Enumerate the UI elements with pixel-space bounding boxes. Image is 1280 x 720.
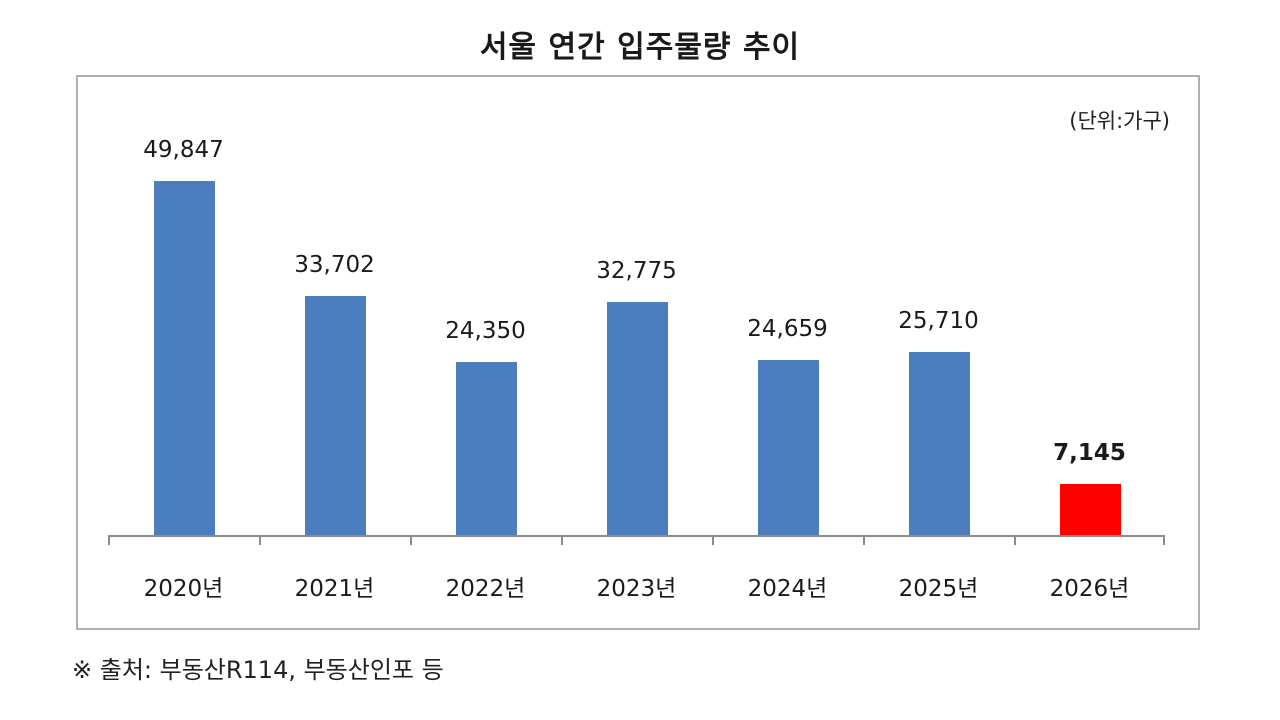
plot-area: 49,847 2020년 33,702 2021년 24,350 2022년 32,775 2… — [78, 77, 1198, 628]
data-label: 24,659 — [747, 316, 828, 342]
bar-2022 — [455, 362, 517, 535]
x-axis-tick — [108, 535, 110, 545]
x-tick-label: 2021년 — [294, 576, 375, 602]
x-tick-label: 2023년 — [596, 576, 677, 602]
x-axis-tick — [1014, 535, 1016, 545]
bar-2026 — [1059, 484, 1121, 535]
data-label: 49,847 — [143, 137, 224, 163]
bar-2025 — [908, 352, 970, 535]
x-tick-label: 2025년 — [898, 576, 979, 602]
chart-frame: (단위:가구) 49,847 2020년 33,702 2021년 24,350 2022… — [76, 75, 1200, 630]
data-label: 33,702 — [294, 252, 375, 278]
x-tick-label: 2022년 — [445, 576, 526, 602]
x-tick-label: 2024년 — [747, 576, 828, 602]
chart-title: 서울 연간 입주물량 추이 — [479, 30, 801, 65]
x-axis-tick — [863, 535, 865, 545]
source-note: ※ 출처: 부동산R114, 부동산인포 등 — [72, 656, 444, 684]
data-label: 25,710 — [898, 308, 979, 334]
bar-2024 — [757, 360, 819, 535]
x-axis-tick — [259, 535, 261, 545]
bar-2023 — [606, 302, 668, 535]
unit-label: (단위:가구) — [1069, 109, 1170, 133]
data-label: 24,350 — [445, 318, 526, 344]
x-axis-line — [108, 535, 1165, 537]
data-label: 7,145 — [1053, 440, 1126, 466]
x-axis-tick — [410, 535, 412, 545]
bar-2021 — [304, 296, 366, 535]
bar-2020 — [153, 181, 215, 535]
x-axis-tick — [561, 535, 563, 545]
x-tick-label: 2026년 — [1049, 576, 1130, 602]
x-tick-label: 2020년 — [143, 576, 224, 602]
x-axis-tick — [712, 535, 714, 545]
data-label: 32,775 — [596, 258, 677, 284]
x-axis-tick — [1163, 535, 1165, 545]
